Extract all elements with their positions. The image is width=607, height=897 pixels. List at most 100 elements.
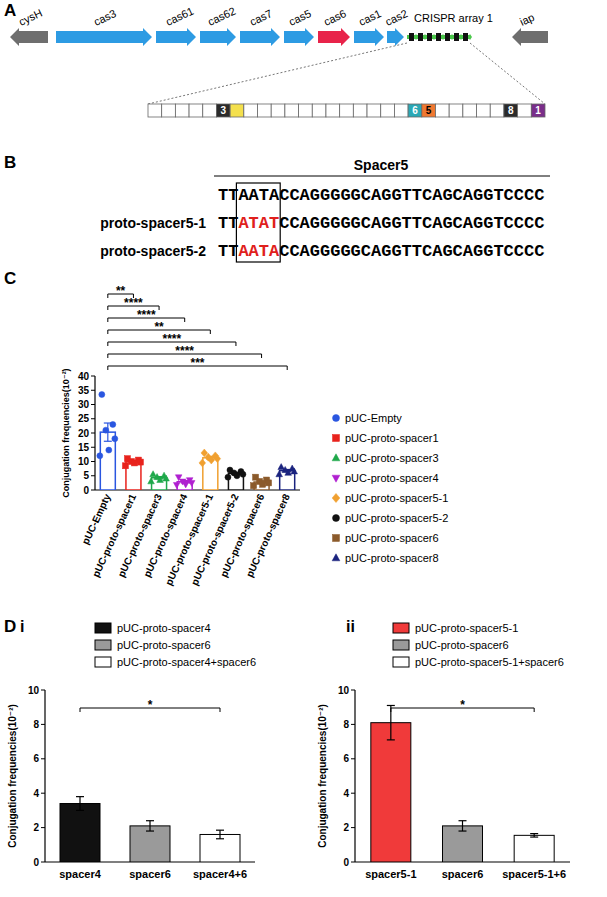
bar [514,835,554,862]
data-point [276,471,283,477]
gene-arrow [156,28,196,46]
spacer-cell [216,104,230,117]
x-tick-label: spacer4+6 [193,868,247,880]
crispr-spacer [468,34,472,40]
y-tick [41,827,45,828]
error-cap [459,830,467,831]
legend-swatch [95,623,111,633]
spacer-number: 5 [426,105,432,116]
spacer-cell [490,104,504,117]
y-tick-label: 8 [343,719,349,730]
spacer-number: 1 [535,105,541,116]
legend-marker [333,435,340,442]
x-tick-label: spacer5-1+6 [502,868,566,880]
spacer-cell [353,104,367,117]
gene-label: cas61 [164,5,196,28]
y-axis-label: Conjugation frequencies(10⁻²) [7,704,18,848]
significance-bracket: ** [108,320,211,334]
legend: pUC-proto-spacer4pUC-proto-spacer6pUC-pr… [95,622,256,668]
error-line [79,797,80,811]
panel-label: C [4,269,16,288]
sequence-suffix: CCAGGGGGCAGGTTCAGCAGGTCCCC [279,242,544,261]
zoom-line [148,43,407,104]
y-tick-label: 4 [33,788,39,799]
data-point [291,468,298,474]
significance-bracket: **** [108,344,262,358]
subpanel-label: ii [346,618,355,635]
gene-label: cas7 [248,7,274,28]
y-tick [91,376,95,377]
error-cap [387,739,395,740]
y-tick [91,433,95,434]
error-cap [146,830,154,831]
spacer-cell [449,104,463,117]
y-tick-label: 20 [78,428,90,439]
spacer-cell [518,104,532,117]
significance-label: *** [190,356,204,370]
data-point [251,483,257,489]
gene-arrow [318,28,350,46]
y-tick-label: 10 [28,685,40,696]
gene-label: cas6 [322,7,348,28]
y-tick [91,404,95,405]
legend-swatch [95,657,111,667]
sequence-alignment: Spacer5TTAATACCAGGGGGCAGGTTCAGCAGGTCCCCp… [100,157,550,262]
data-point [99,392,105,398]
array-label: CRISPR array 1 [414,12,493,24]
crispr-spacer [423,34,427,40]
x-tick-label: spacer6 [129,868,171,880]
data-point [110,421,116,427]
data-point [112,436,118,442]
y-tick-label: 0 [33,857,39,868]
legend-label: pUC-proto-spacer5-1 [345,492,448,504]
crispr-spacer [450,34,454,40]
spacer-cell [326,104,340,117]
spacer-cell [340,104,354,117]
y-tick [351,793,355,794]
data-point [260,481,266,487]
bar-chart: Conjugation frequencies(10⁻²)05101520253… [61,284,448,587]
spacer-cell [162,104,176,117]
legend-marker [333,415,340,422]
y-tick [91,490,95,491]
legend-marker [332,554,340,561]
error-bar [459,821,467,831]
spacer-cell [271,104,285,117]
spacer-cell [394,104,408,117]
legend-marker [332,493,340,502]
legend-label: pUC-proto-spacer3 [345,452,439,464]
data-point [285,469,292,475]
error-cap [146,820,154,821]
data-point [97,453,103,459]
gene-label: cas3 [92,7,118,28]
data-point [225,474,231,480]
bar-chart: iiConjugation frequencies(10⁻²)0246810sp… [317,618,571,880]
data-point [103,427,109,433]
title-rule [214,176,550,177]
data-point [148,478,155,484]
crispr-repeat [436,33,441,41]
significance-bracket: *** [108,356,287,370]
sequence-prefix: TT [218,186,238,205]
data-point [266,480,272,486]
spacer-cell [244,104,258,117]
legend-swatch [393,657,409,667]
significance-bracket: **** [108,332,236,346]
spacer-cell [258,104,272,117]
data-point [106,447,112,453]
spacer-cell [463,104,477,117]
y-tick-label: 40 [78,371,90,382]
bar [60,804,100,862]
error-bar [530,834,538,837]
gene-arrow [354,28,384,46]
spacer-number: 8 [508,105,514,116]
y-tick-label: 5 [83,470,89,481]
sequence-prefix: TT [218,242,238,261]
y-tick-label: 4 [343,788,349,799]
y-tick-label: 6 [343,753,349,764]
marks [60,797,240,862]
data-point [214,455,221,463]
error-cap [530,836,538,837]
bar [443,826,483,862]
sequence-suffix: CCAGGGGGCAGGTTCAGCAGGTCCCC [279,214,544,233]
